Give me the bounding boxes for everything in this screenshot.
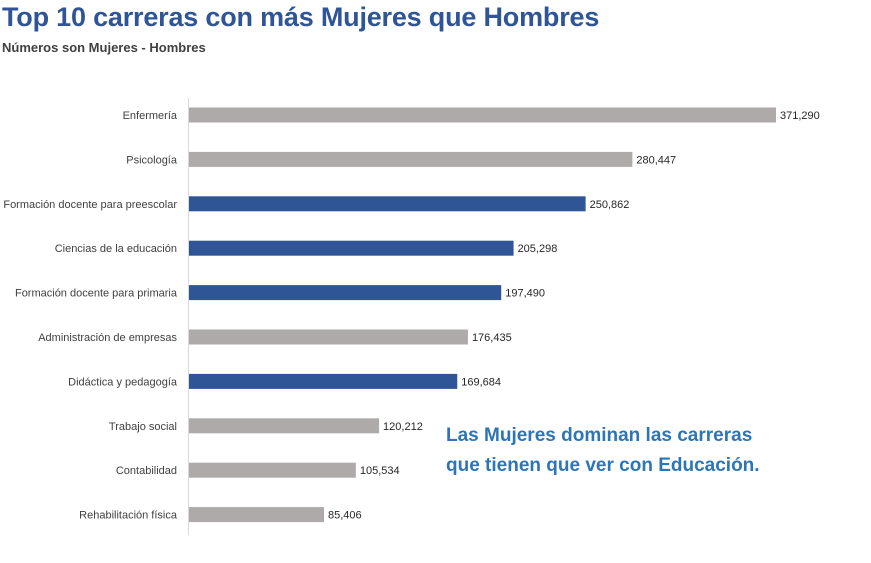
bar (189, 285, 502, 301)
bar (189, 196, 586, 212)
data-label: 250,862 (590, 199, 630, 211)
category-label: Ciencias de la educación (55, 243, 177, 255)
category-label: Administración de empresas (38, 332, 177, 344)
data-label: 176,435 (472, 332, 512, 344)
annotation-line-2: que tienen que ver con Educación. (446, 455, 760, 476)
category-label: Formación docente para primaria (15, 288, 178, 300)
annotation-text: Las Mujeres dominan las carreras que tie… (446, 421, 866, 481)
category-label: Enfermería (123, 110, 178, 122)
data-label: 205,298 (518, 243, 558, 255)
category-label: Didáctica y pedagogía (68, 376, 178, 388)
category-label: Psicología (126, 154, 178, 166)
data-label: 120,212 (383, 421, 423, 433)
bar (189, 329, 468, 345)
category-label: Trabajo social (109, 421, 177, 433)
data-label: 105,534 (360, 465, 400, 477)
annotation-line-1: Las Mujeres dominan las carreras (446, 425, 753, 446)
bar (189, 462, 356, 478)
chart-title: Top 10 carreras con más Mujeres que Homb… (2, 2, 600, 32)
category-label: Contabilidad (116, 465, 177, 477)
data-label: 280,447 (636, 154, 676, 166)
bar (189, 240, 514, 256)
bar (189, 151, 633, 167)
bar (189, 507, 325, 523)
data-label: 85,406 (328, 510, 362, 522)
chart-subtitle: Números son Mujeres - Hombres (2, 40, 206, 55)
data-label: 371,290 (780, 110, 820, 122)
data-label: 169,684 (461, 376, 501, 388)
data-label: 197,490 (505, 288, 545, 300)
bar (189, 107, 776, 123)
bar (189, 418, 380, 434)
bar (189, 373, 458, 389)
category-label: Rehabilitación física (79, 510, 178, 522)
category-label: Formación docente para preescolar (3, 199, 177, 211)
